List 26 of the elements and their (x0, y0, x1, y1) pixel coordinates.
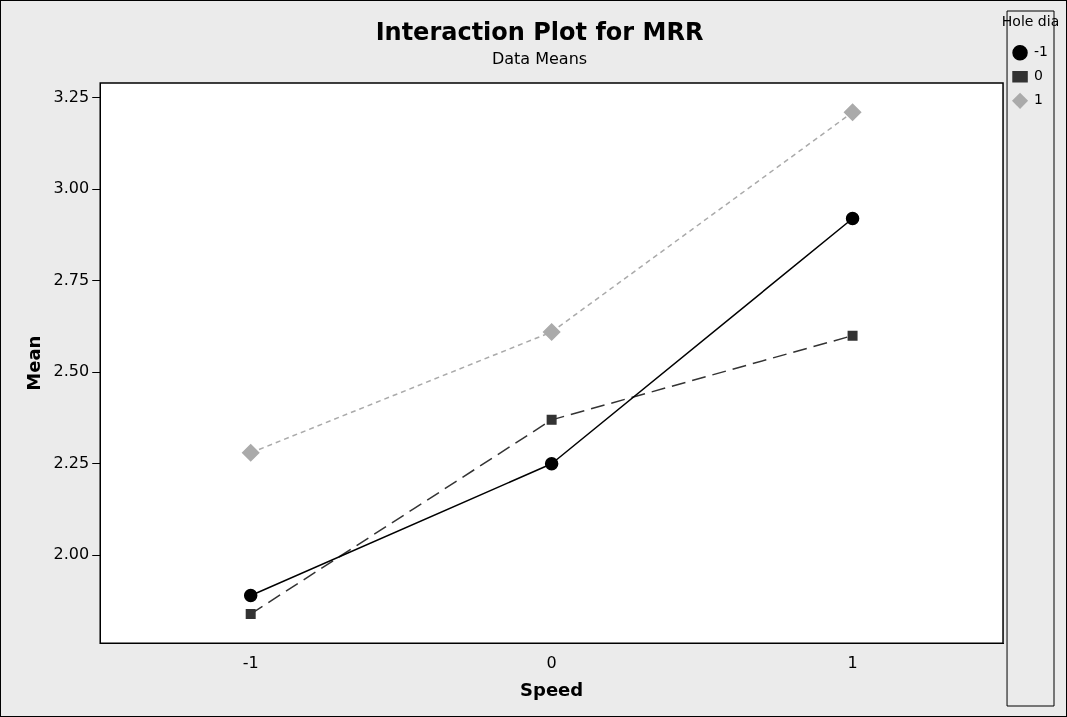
chart-title: Interaction Plot for MRR (375, 17, 704, 46)
point (243, 588, 258, 603)
y-tick-label: 2.00 (53, 544, 90, 564)
point (544, 457, 559, 471)
y-tick-label: 3.25 (53, 86, 90, 106)
point (542, 323, 561, 341)
y-axis-title: Mean (23, 335, 45, 391)
point (241, 444, 260, 462)
y-tick-label: 2.25 (53, 452, 90, 472)
chart-subtitle: Data Means (491, 48, 588, 68)
point (546, 414, 557, 425)
y-tick-label: 2.75 (53, 269, 90, 289)
legend-label: -1 (1034, 43, 1049, 60)
x-tick-label: -1 (242, 652, 259, 672)
point (847, 330, 858, 341)
y-tick-label: 3.00 (53, 178, 90, 198)
point (843, 103, 862, 122)
legend-label: 1 (1034, 91, 1043, 108)
y-tick-label: 2.50 (53, 361, 90, 381)
x-axis-title: Speed (520, 678, 584, 700)
legend-title: Hole dia (1001, 12, 1060, 29)
legend-label: 0 (1034, 67, 1043, 84)
point (245, 608, 256, 619)
point (845, 211, 860, 226)
x-tick-label: 1 (847, 652, 858, 672)
x-tick-label: 0 (546, 652, 557, 672)
